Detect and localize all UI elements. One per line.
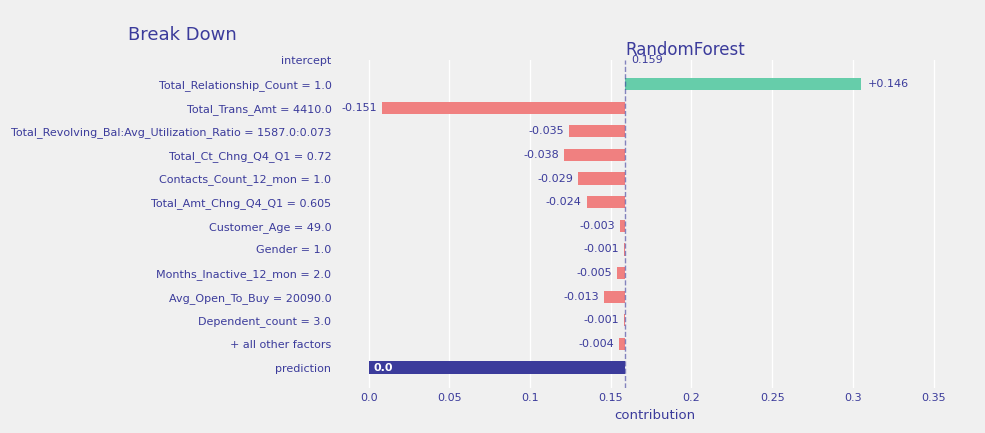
Bar — [604, 291, 625, 303]
Bar — [619, 338, 625, 350]
Text: -0.003: -0.003 — [580, 221, 616, 231]
Bar — [381, 101, 625, 114]
Text: -0.038: -0.038 — [523, 150, 559, 160]
Bar — [624, 243, 625, 255]
Text: -0.024: -0.024 — [546, 197, 582, 207]
Text: -0.001: -0.001 — [583, 315, 619, 325]
Bar — [618, 267, 625, 279]
Text: 0.159: 0.159 — [631, 55, 664, 65]
Text: Break Down: Break Down — [128, 26, 236, 44]
Bar — [624, 314, 625, 326]
Text: -0.151: -0.151 — [341, 103, 376, 113]
Text: -0.001: -0.001 — [583, 244, 619, 255]
Bar — [368, 362, 625, 374]
X-axis label: contribution: contribution — [615, 409, 695, 422]
Text: -0.004: -0.004 — [578, 339, 614, 349]
Text: -0.029: -0.029 — [538, 174, 573, 184]
Text: -0.005: -0.005 — [577, 268, 613, 278]
Text: -0.035: -0.035 — [528, 126, 564, 136]
Bar — [586, 196, 625, 208]
Bar — [564, 149, 625, 161]
Bar — [625, 78, 861, 90]
Text: +0.146: +0.146 — [868, 79, 908, 89]
Bar — [578, 172, 625, 185]
Bar — [568, 125, 625, 137]
Text: 0.0: 0.0 — [373, 362, 393, 372]
Text: -0.013: -0.013 — [563, 292, 600, 302]
Bar — [621, 220, 625, 232]
Text: RandomForest: RandomForest — [625, 42, 746, 59]
